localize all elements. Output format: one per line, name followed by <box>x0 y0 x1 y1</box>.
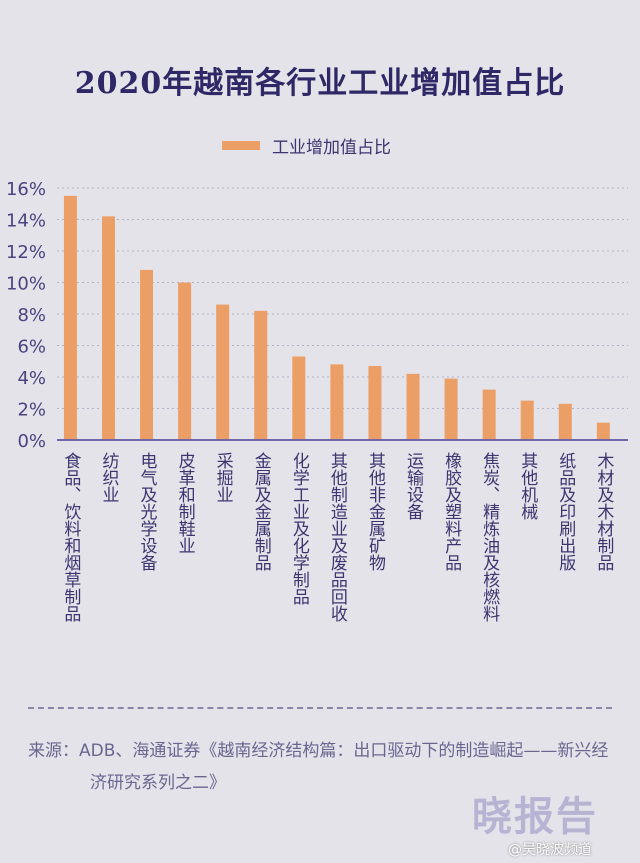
y-tick-label: 2% <box>17 400 46 421</box>
x-tick-label: 采掘业 <box>213 452 234 503</box>
bar <box>406 373 420 440</box>
credit-text: @吴晓波频道 <box>508 842 592 858</box>
x-tick-label: 化学工业及化学制品 <box>289 452 310 605</box>
bar <box>292 356 306 440</box>
y-tick-label: 16% <box>6 179 46 200</box>
bar <box>558 403 572 440</box>
y-tick-label: 6% <box>17 337 46 358</box>
x-tick-label: 皮革和制鞋业 <box>175 452 196 554</box>
source-note: 来源：ADB、海通证券《越南经济结构篇：出口驱动下的制造崛起——新兴经济研究系列… <box>28 741 609 793</box>
x-tick-label: 其他制造业及废品回收 <box>327 452 348 622</box>
legend-label: 工业增加值占比 <box>272 138 391 158</box>
bar <box>330 364 344 440</box>
y-tick-label: 10% <box>6 274 46 295</box>
bar-chart: 0% 2% 4% 6% 8% 10% 12% 14% 16% 食品、饮料和烟草制品 纺织业 电气及光学… <box>6 179 628 622</box>
y-tick-label: 8% <box>17 305 46 326</box>
x-tick-label: 其他非金属矿物 <box>365 452 386 571</box>
legend-swatch <box>222 141 260 150</box>
watermark-logo: 晓报告 <box>472 794 598 840</box>
bar <box>254 310 268 440</box>
bar <box>596 422 610 440</box>
bar <box>63 195 77 440</box>
bar <box>101 216 115 440</box>
y-tick-label: 0% <box>17 431 46 452</box>
x-tick-label: 金属及金属制品 <box>251 452 272 571</box>
x-tick-label: 橡胶及塑料产品 <box>441 452 462 571</box>
divider <box>28 707 612 709</box>
bar <box>368 365 382 440</box>
x-tick-label: 其他机械 <box>517 452 538 520</box>
legend: 工业增加值占比 <box>222 133 391 158</box>
y-tick-label: 14% <box>6 211 46 232</box>
bar <box>216 304 230 440</box>
chart-title: 2020年越南各行业工业增加值占比 <box>74 66 566 101</box>
bar <box>178 282 192 440</box>
x-tick-label: 食品、饮料和烟草制品 <box>60 452 81 622</box>
y-tick-label: 4% <box>17 368 46 389</box>
x-tick-label: 木材及木材制品 <box>593 452 614 571</box>
x-tick-label: 纺织业 <box>98 452 119 503</box>
x-tick-label: 焦炭、精炼油及核燃料 <box>479 452 500 622</box>
x-tick-label: 电气及光学设备 <box>137 452 158 571</box>
y-tick-label: 12% <box>6 242 46 263</box>
x-tick-label: 纸品及印刷出版 <box>555 452 576 571</box>
bar <box>140 269 154 440</box>
x-tick-label: 运输设备 <box>403 452 424 520</box>
bar <box>482 389 496 440</box>
bar <box>520 400 534 440</box>
bar <box>444 378 458 440</box>
